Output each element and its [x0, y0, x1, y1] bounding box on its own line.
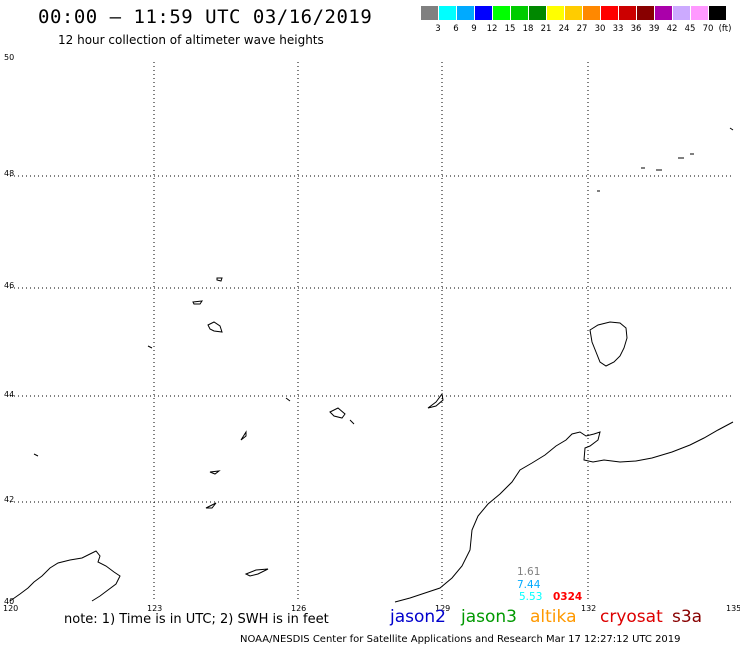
- legend-label: 33: [612, 24, 624, 34]
- lon-label: 129: [435, 604, 450, 613]
- legend-label: 24: [558, 24, 570, 34]
- legend-swatch: [493, 6, 510, 20]
- legend-unit: (ft): [718, 24, 732, 34]
- observation-value: 0324: [553, 591, 583, 603]
- legend-label: 9: [471, 24, 477, 34]
- legend-label: 15: [504, 24, 516, 34]
- island: [329, 407, 346, 419]
- coastlines: [9, 127, 734, 603]
- korea-coastline: [394, 421, 734, 603]
- lon-label: 126: [291, 604, 306, 613]
- legend-label: 30: [594, 24, 606, 34]
- island: [205, 502, 217, 509]
- lon-label: 120: [3, 604, 18, 613]
- lon-label: 123: [147, 604, 162, 613]
- legend-swatch: [439, 6, 456, 20]
- island: [209, 470, 221, 475]
- legend-label: 27: [576, 24, 588, 34]
- legend-swatch: [637, 6, 654, 20]
- island: [240, 430, 247, 441]
- legend-label: 42: [666, 24, 678, 34]
- observation-value: 5.53: [519, 591, 543, 603]
- legend-label: 12: [486, 24, 498, 34]
- island: [207, 321, 223, 333]
- observation-value: 1.61: [517, 566, 541, 578]
- island: [216, 277, 223, 282]
- legend-label: 3: [435, 24, 441, 34]
- island: [244, 568, 269, 577]
- legend-swatch: [475, 6, 492, 20]
- lat-label: 40: [4, 597, 14, 606]
- legend-swatch: [709, 6, 726, 20]
- legend-swatch: [529, 6, 546, 20]
- legend-swatch: [565, 6, 582, 20]
- chart-title: 00:00 — 11:59 UTC 03/16/2019: [38, 6, 373, 28]
- legend-label: 36: [630, 24, 642, 34]
- footer-note: note: 1) Time is in UTC; 2) SWH is in fe…: [64, 612, 329, 627]
- wave-height-legend: 3 6 9 12 15 18 21 24 27 30 33 36 39 42 4…: [421, 6, 737, 36]
- legend-label: 39: [648, 24, 660, 34]
- island: [147, 345, 153, 349]
- island: [427, 392, 444, 409]
- lon-label: 132: [581, 604, 596, 613]
- shandong-coastline: [9, 550, 121, 602]
- legend-swatch: [547, 6, 564, 20]
- legend-swatch: [583, 6, 600, 20]
- lat-label: 48: [4, 169, 14, 178]
- legend-swatch: [673, 6, 690, 20]
- legend-label: 21: [540, 24, 552, 34]
- observation-value: 7.44: [517, 579, 541, 591]
- legend-swatch: [421, 6, 438, 20]
- legend-swatch: [619, 6, 636, 20]
- legend-swatch: [691, 6, 708, 20]
- satellite-altika: altika: [530, 607, 577, 627]
- legend-swatch: [511, 6, 528, 20]
- satellite-jason3: jason3: [461, 607, 517, 627]
- satellite-cryosat: cryosat: [600, 607, 663, 627]
- satellite-s3a: s3a: [672, 607, 703, 627]
- legend-label: 70: [702, 24, 714, 34]
- chart-subtitle: 12 hour collection of altimeter wave hei…: [58, 33, 324, 47]
- lat-label: 44: [4, 390, 14, 399]
- satellite-jason2: jason2: [390, 607, 446, 627]
- legend-swatch: [457, 6, 474, 20]
- lon-label: 135: [726, 604, 740, 613]
- island: [349, 419, 355, 425]
- tsushima-island: [589, 321, 628, 367]
- lat-label: 42: [4, 495, 14, 504]
- graticule: [10, 62, 733, 602]
- island: [729, 127, 734, 131]
- lat-label: 46: [4, 281, 14, 290]
- legend-swatch: [601, 6, 618, 20]
- island: [192, 300, 204, 305]
- legend-label: 18: [522, 24, 534, 34]
- legend-swatch: [655, 6, 672, 20]
- lat-label: 50: [4, 53, 14, 62]
- legend-label: 45: [684, 24, 696, 34]
- footer-credit: NOAA/NESDIS Center for Satellite Applica…: [240, 634, 681, 645]
- island: [33, 453, 39, 457]
- island: [285, 397, 291, 402]
- legend-label: 6: [453, 24, 459, 34]
